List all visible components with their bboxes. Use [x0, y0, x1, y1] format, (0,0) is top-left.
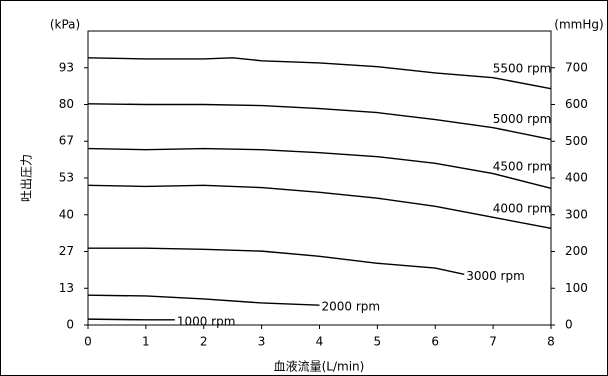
x-tick-label: 1	[142, 335, 150, 349]
series-line	[87, 294, 320, 306]
series-line	[87, 318, 175, 321]
series-line	[87, 103, 552, 141]
series-line	[87, 147, 552, 189]
x-tick-label: 3	[258, 335, 266, 349]
series-label: 4500 rpm	[493, 159, 552, 173]
y-tick-label: 40	[59, 207, 74, 221]
x-tick-label: 8	[547, 335, 555, 349]
y-unit: (kPa)	[50, 18, 80, 32]
x-tick-label: 5	[374, 335, 382, 349]
x-tick-label: 0	[84, 335, 92, 349]
y2-unit: (mmHg)	[554, 18, 603, 32]
y2-tick-label: 700	[565, 60, 588, 74]
x-axis-label: 血液流量(L/min)	[274, 359, 365, 374]
series-label: 5500 rpm	[493, 62, 552, 76]
series-label: 5000 rpm	[493, 112, 552, 126]
y2-tick-label: 100	[565, 281, 588, 295]
y2-tick-label: 600	[565, 97, 588, 111]
y-axis-label: 吐出圧力	[20, 154, 34, 202]
y2-tick-label: 500	[565, 134, 588, 148]
series-label: 1000 rpm	[177, 314, 236, 328]
series-line	[87, 184, 552, 230]
x-tick-label: 4	[316, 335, 324, 349]
y2-tick-label: 400	[565, 171, 588, 185]
y2-tick-label: 0	[565, 318, 573, 332]
y-tick-label: 27	[59, 244, 74, 258]
series-line	[88, 247, 465, 275]
series-line	[87, 57, 552, 90]
y-tick-label: 67	[59, 134, 74, 148]
y-tick-label: 0	[66, 318, 74, 332]
series-label: 2000 rpm	[322, 300, 381, 314]
y-tick-label: 80	[59, 97, 74, 111]
series-label: 3000 rpm	[466, 269, 525, 283]
x-tick-label: 2	[200, 335, 208, 349]
series-label: 4000 rpm	[493, 201, 552, 215]
x-tick-label: 6	[431, 335, 439, 349]
y2-tick-label: 200	[565, 244, 588, 258]
x-tick-label: 7	[489, 335, 497, 349]
y-tick-label: 93	[59, 60, 74, 74]
y-tick-label: 53	[59, 171, 74, 185]
y2-tick-label: 300	[565, 207, 588, 221]
y-tick-label: 13	[59, 281, 74, 295]
